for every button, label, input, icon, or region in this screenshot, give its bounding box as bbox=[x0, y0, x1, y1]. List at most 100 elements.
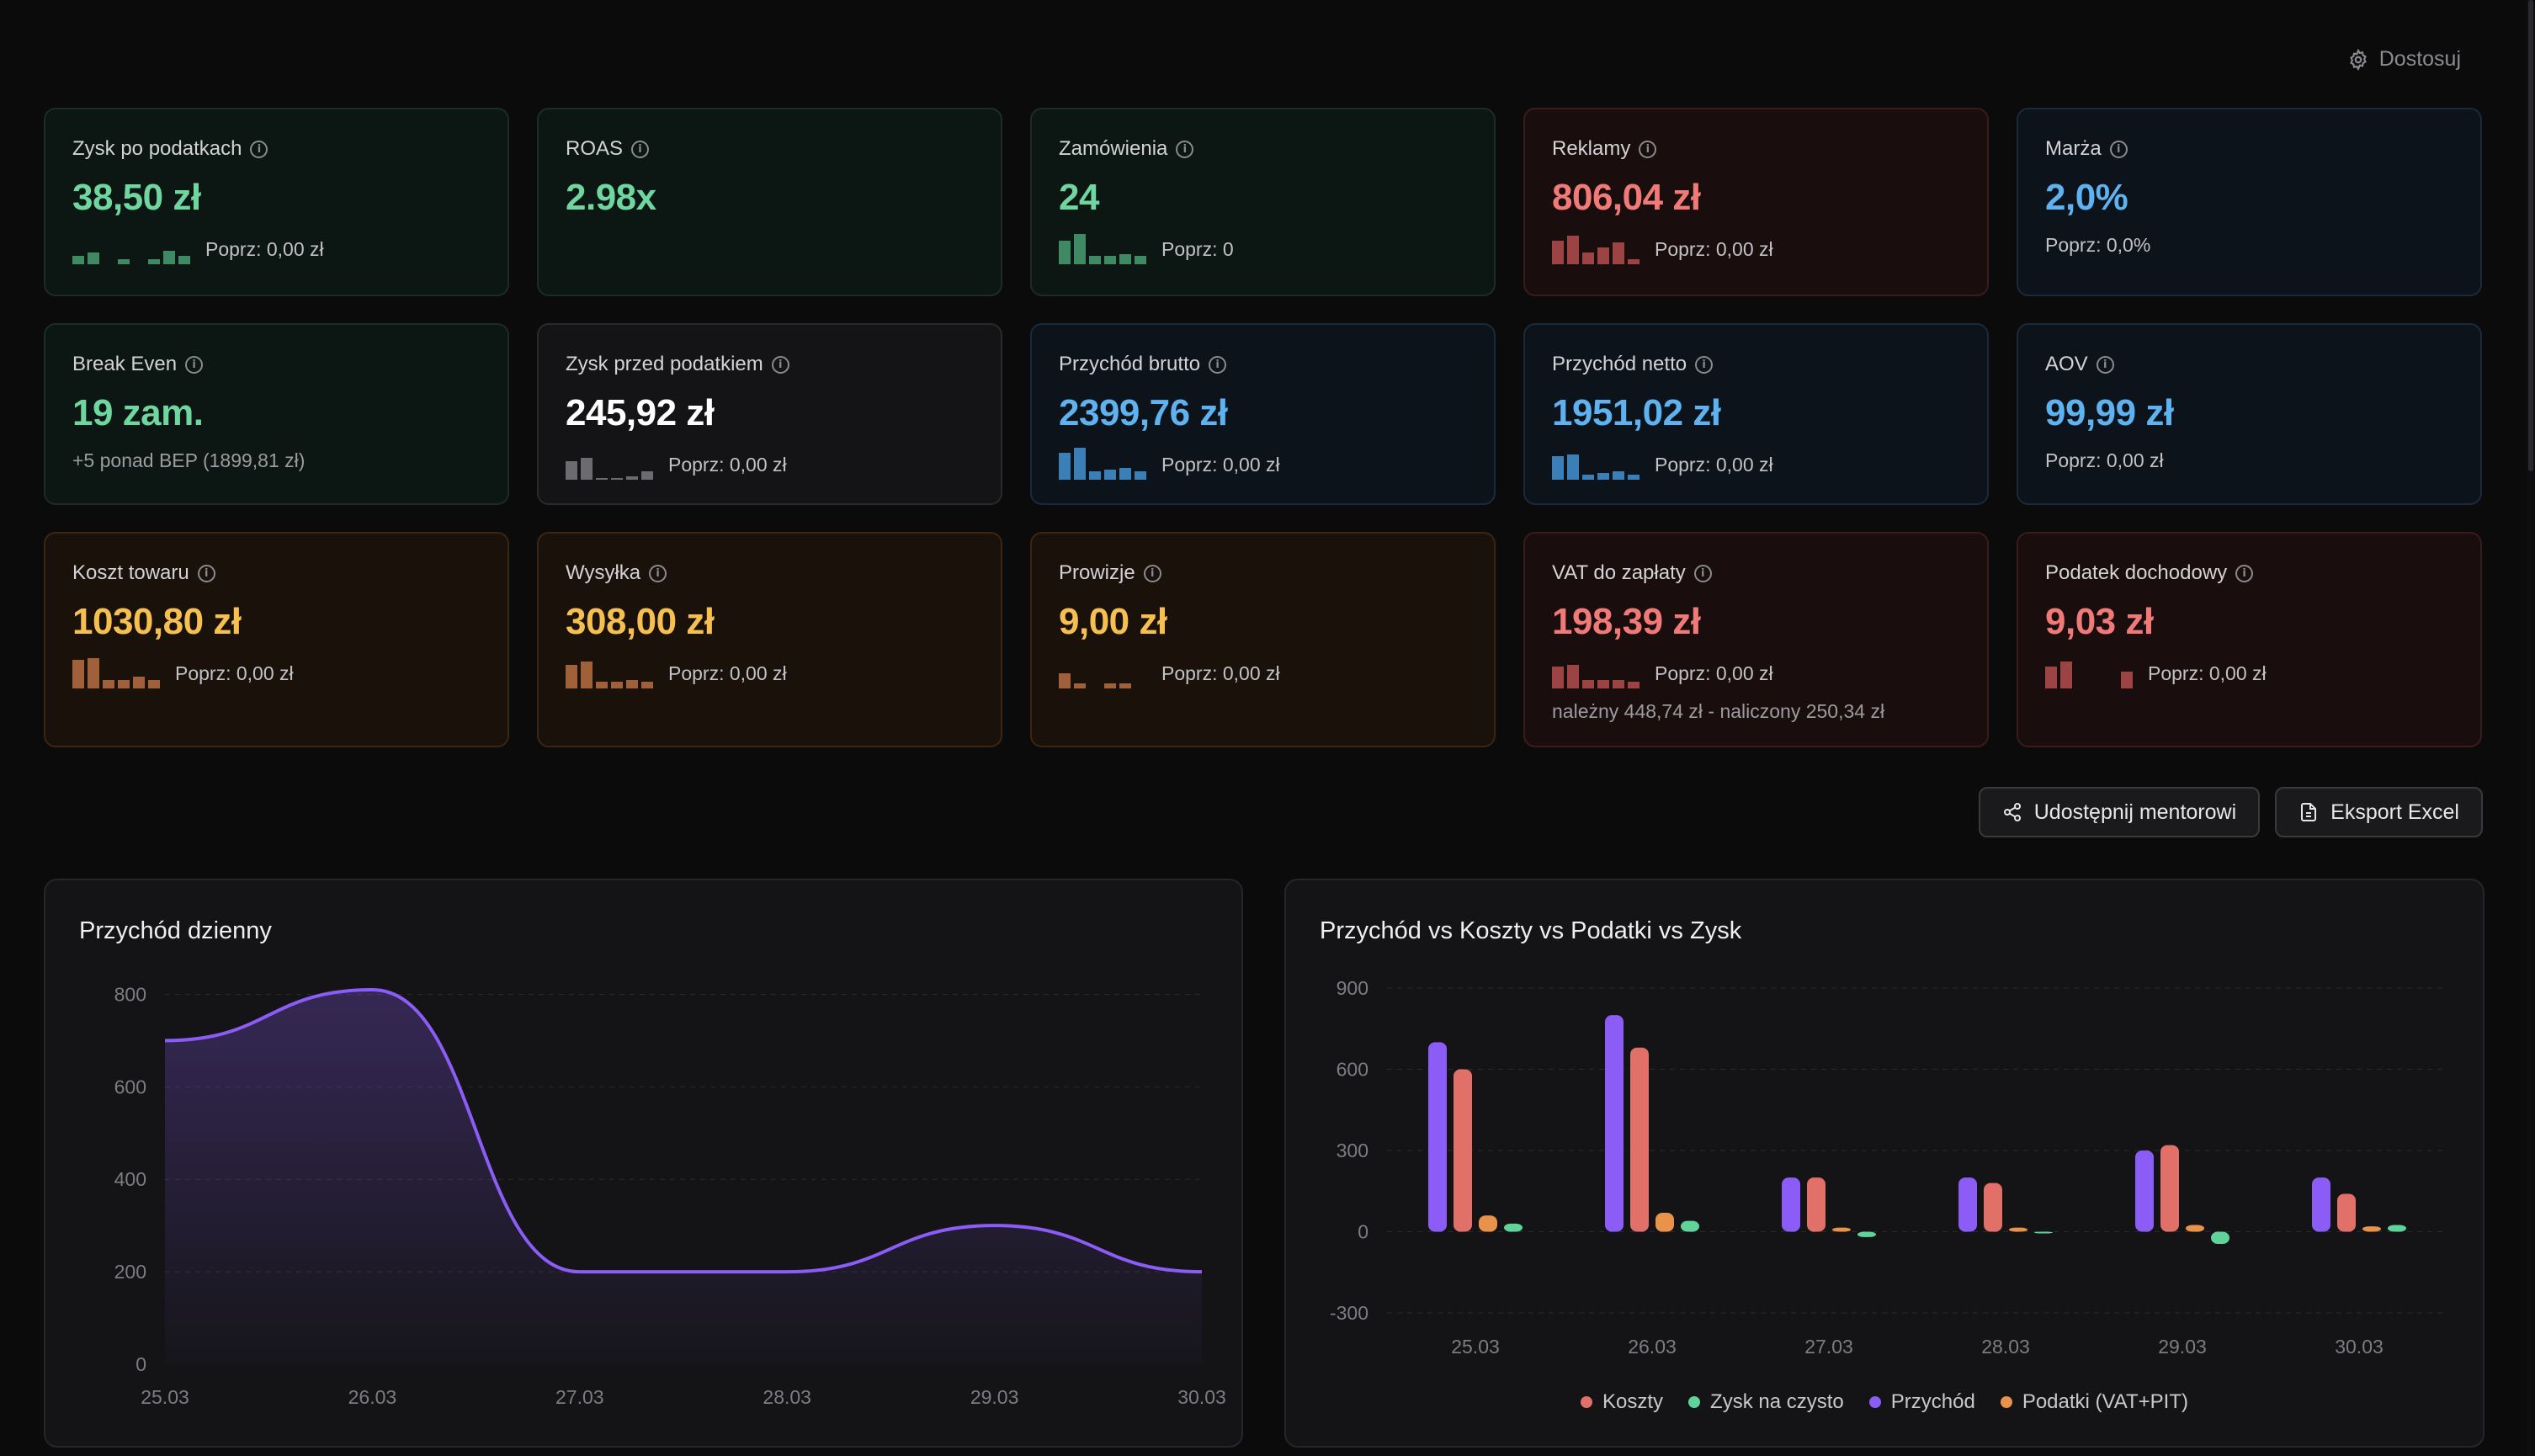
bar-zysk-na-czysto[interactable] bbox=[1681, 1220, 1699, 1232]
kpi-card[interactable]: VAT do zapłaty i 198,39 zł Poprz: 0,00 zł na… bbox=[1523, 532, 1989, 747]
sparkline-bar bbox=[1104, 683, 1116, 688]
kpi-card[interactable]: Podatek dochodowy i 9,03 zł Poprz: 0,00 zł bbox=[2017, 532, 2482, 747]
revenue-data-point[interactable] bbox=[367, 985, 377, 995]
sparkline-bar bbox=[72, 660, 84, 688]
sparkline-bar bbox=[1552, 241, 1564, 264]
info-icon[interactable]: i bbox=[185, 355, 204, 374]
revenue-data-point[interactable] bbox=[990, 1220, 1000, 1230]
bar-koszty[interactable] bbox=[1984, 1182, 2002, 1232]
info-icon[interactable]: i bbox=[197, 564, 215, 582]
info-icon[interactable]: i bbox=[1209, 355, 1227, 374]
legend-item[interactable]: Zysk na czysto bbox=[1688, 1390, 1844, 1414]
info-icon[interactable]: i bbox=[1693, 564, 1712, 582]
revenue-series-line[interactable] bbox=[164, 987, 1203, 1274]
sparkline-bar bbox=[1582, 252, 1594, 264]
bar-zysk-na-czysto[interactable] bbox=[2211, 1231, 2229, 1244]
kpi-card[interactable]: Reklamy i 806,04 zł Poprz: 0,00 zł bbox=[1523, 108, 1989, 296]
sparkline-bar bbox=[566, 665, 577, 688]
kpi-card-label-text: Wysyłka bbox=[566, 561, 641, 584]
info-icon[interactable]: i bbox=[250, 140, 268, 158]
info-icon[interactable]: i bbox=[1143, 564, 1161, 582]
sparkline-bar bbox=[611, 478, 623, 480]
sparkline-bar bbox=[1074, 448, 1086, 480]
info-icon[interactable]: i bbox=[1639, 140, 1657, 158]
bar-koszty[interactable] bbox=[1454, 1069, 1472, 1232]
kpi-card-label-text: Marża bbox=[2045, 137, 2102, 160]
sparkline-bar bbox=[596, 682, 608, 688]
revenue-data-point[interactable] bbox=[782, 1267, 792, 1277]
revenue-data-point[interactable] bbox=[1197, 1267, 1207, 1277]
revenue-data-point[interactable] bbox=[160, 1035, 170, 1045]
kpi-card[interactable]: Koszt towaru i 1030,80 zł Poprz: 0,00 zł bbox=[44, 532, 509, 747]
info-icon[interactable]: i bbox=[631, 140, 650, 158]
sparkline-bar bbox=[1059, 673, 1071, 688]
info-icon[interactable]: i bbox=[649, 564, 667, 582]
scrollbar-track[interactable] bbox=[2527, 0, 2535, 1456]
kpi-card-label-text: Zysk po podatkach bbox=[72, 137, 242, 160]
legend-item[interactable]: Koszty bbox=[1581, 1390, 1663, 1414]
kpi-card[interactable]: Wysyłka i 308,00 zł Poprz: 0,00 zł bbox=[537, 532, 1002, 747]
sparkline-bar bbox=[103, 680, 114, 688]
x-tick-label: 29.03 bbox=[2158, 1336, 2207, 1358]
kpi-card-value: 245,92 zł bbox=[566, 392, 715, 433]
y-tick-label: 900 bbox=[1337, 977, 1368, 999]
info-icon[interactable]: i bbox=[2096, 355, 2114, 374]
sparkline-bar bbox=[1567, 236, 1579, 264]
info-icon[interactable]: i bbox=[1176, 140, 1194, 158]
info-icon[interactable]: i bbox=[771, 355, 789, 374]
info-icon[interactable]: i bbox=[2109, 140, 2128, 158]
x-tick-label: 25.03 bbox=[141, 1386, 189, 1408]
kpi-card[interactable]: Break Even i 19 zam. +5 ponad BEP (1899,81 … bbox=[44, 323, 509, 505]
legend-item[interactable]: Przychód bbox=[1868, 1390, 1975, 1414]
kpi-card-previous: Poprz: 0 bbox=[1161, 238, 1234, 260]
info-icon[interactable]: i bbox=[2235, 564, 2254, 582]
bar-zysk-na-czysto[interactable] bbox=[2034, 1231, 2053, 1234]
sparkline-bar bbox=[1059, 453, 1071, 480]
kpi-card-label-text: Podatek dochodowy bbox=[2045, 561, 2228, 584]
kpi-card[interactable]: Zysk przed podatkiem i 245,92 zł Poprz: 0,0… bbox=[537, 323, 1002, 505]
bar-podatki-vat-pit-[interactable] bbox=[2186, 1225, 2204, 1232]
y-tick-label: 600 bbox=[1337, 1059, 1368, 1081]
kpi-card[interactable]: ROAS i 2.98x bbox=[537, 108, 1002, 296]
x-tick-label: 30.03 bbox=[2335, 1336, 2384, 1358]
sparkline-bar bbox=[1119, 254, 1131, 264]
kpi-card[interactable]: Zysk po podatkach i 38,50 zł Poprz: 0,00 zł bbox=[44, 108, 509, 296]
bar-zysk-na-czysto[interactable] bbox=[1857, 1231, 1876, 1237]
bar-podatki-vat-pit-[interactable] bbox=[1655, 1212, 1674, 1232]
bar-przychód[interactable] bbox=[1782, 1177, 1800, 1232]
bar-koszty[interactable] bbox=[2160, 1145, 2179, 1232]
legend-item[interactable]: Podatki (VAT+PIT) bbox=[2000, 1390, 2188, 1414]
kpi-card[interactable]: AOV i 99,99 zł Poprz: 0,00 zł bbox=[2017, 323, 2482, 505]
bar-podatki-vat-pit-[interactable] bbox=[2362, 1226, 2381, 1232]
kpi-card[interactable]: Marża i 2,0% Poprz: 0,0% bbox=[2017, 108, 2482, 296]
bar-koszty[interactable] bbox=[1630, 1047, 1649, 1232]
share-mentor-button[interactable]: Udostępnij mentorowi bbox=[1978, 787, 2261, 837]
kpi-card[interactable]: Przychód brutto i 2399,76 zł Poprz: 0,00 zł bbox=[1030, 323, 1496, 505]
bar-koszty[interactable] bbox=[1807, 1177, 1826, 1232]
revenue-data-point[interactable] bbox=[575, 1267, 585, 1277]
info-icon[interactable]: i bbox=[1695, 355, 1714, 374]
customize-button[interactable]: Dostosuj bbox=[2347, 47, 2461, 72]
bar-zysk-na-czysto[interactable] bbox=[2388, 1225, 2406, 1232]
bar-przychód[interactable] bbox=[2135, 1150, 2154, 1232]
bar-przychód[interactable] bbox=[1605, 1015, 1624, 1232]
scrollbar-thumb[interactable] bbox=[2528, 0, 2533, 471]
sparkline bbox=[72, 231, 190, 264]
kpi-card[interactable]: Prowizje i 9,00 zł Poprz: 0,00 zł bbox=[1030, 532, 1496, 747]
bar-podatki-vat-pit-[interactable] bbox=[1479, 1215, 1497, 1232]
export-excel-button[interactable]: Eksport Excel bbox=[2275, 787, 2483, 837]
bar-koszty[interactable] bbox=[2337, 1193, 2356, 1232]
kpi-card[interactable]: Przychód netto i 1951,02 zł Poprz: 0,00 zł bbox=[1523, 323, 1989, 505]
kpi-card[interactable]: Zamówienia i 24 Poprz: 0 bbox=[1030, 108, 1496, 296]
bar-przychód[interactable] bbox=[1958, 1177, 1977, 1232]
kpi-card-label-text: Przychód brutto bbox=[1059, 353, 1201, 375]
bar-podatki-vat-pit-[interactable] bbox=[1832, 1227, 1851, 1232]
bar-przychód[interactable] bbox=[1428, 1042, 1447, 1232]
x-tick-label: 30.03 bbox=[1177, 1386, 1226, 1408]
bar-zysk-na-czysto[interactable] bbox=[1504, 1223, 1523, 1232]
daily-revenue-panel: Przychód dzienny 0 200 400 600 800 25.03 26.03… bbox=[44, 879, 1243, 1448]
kpi-card-label: VAT do zapłaty i bbox=[1552, 559, 1960, 587]
bar-przychód[interactable] bbox=[2312, 1177, 2330, 1232]
bar-podatki-vat-pit-[interactable] bbox=[2009, 1227, 2027, 1232]
kpi-card-footer: Poprz: 0,00 zł bbox=[2045, 655, 2453, 688]
